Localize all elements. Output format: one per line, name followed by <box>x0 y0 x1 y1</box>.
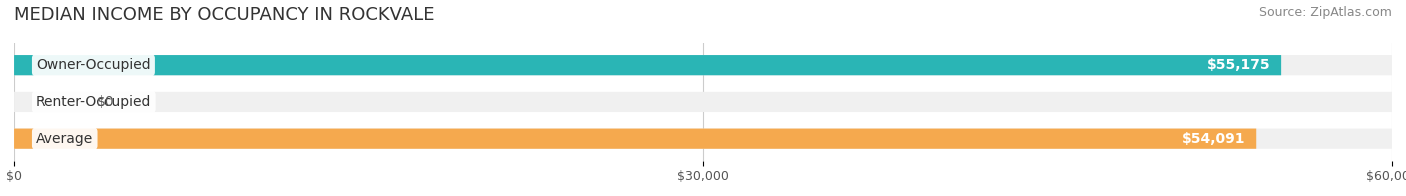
Text: MEDIAN INCOME BY OCCUPANCY IN ROCKVALE: MEDIAN INCOME BY OCCUPANCY IN ROCKVALE <box>14 6 434 24</box>
Text: $55,175: $55,175 <box>1206 58 1270 72</box>
Text: Renter-Occupied: Renter-Occupied <box>37 95 152 109</box>
FancyBboxPatch shape <box>14 55 1281 75</box>
FancyBboxPatch shape <box>14 129 1392 149</box>
Text: Owner-Occupied: Owner-Occupied <box>37 58 150 72</box>
FancyBboxPatch shape <box>14 129 1256 149</box>
Text: Average: Average <box>37 132 93 146</box>
Text: $0: $0 <box>97 95 114 109</box>
Text: Source: ZipAtlas.com: Source: ZipAtlas.com <box>1258 6 1392 19</box>
FancyBboxPatch shape <box>14 92 1392 112</box>
FancyBboxPatch shape <box>14 55 1392 75</box>
Text: $54,091: $54,091 <box>1181 132 1246 146</box>
